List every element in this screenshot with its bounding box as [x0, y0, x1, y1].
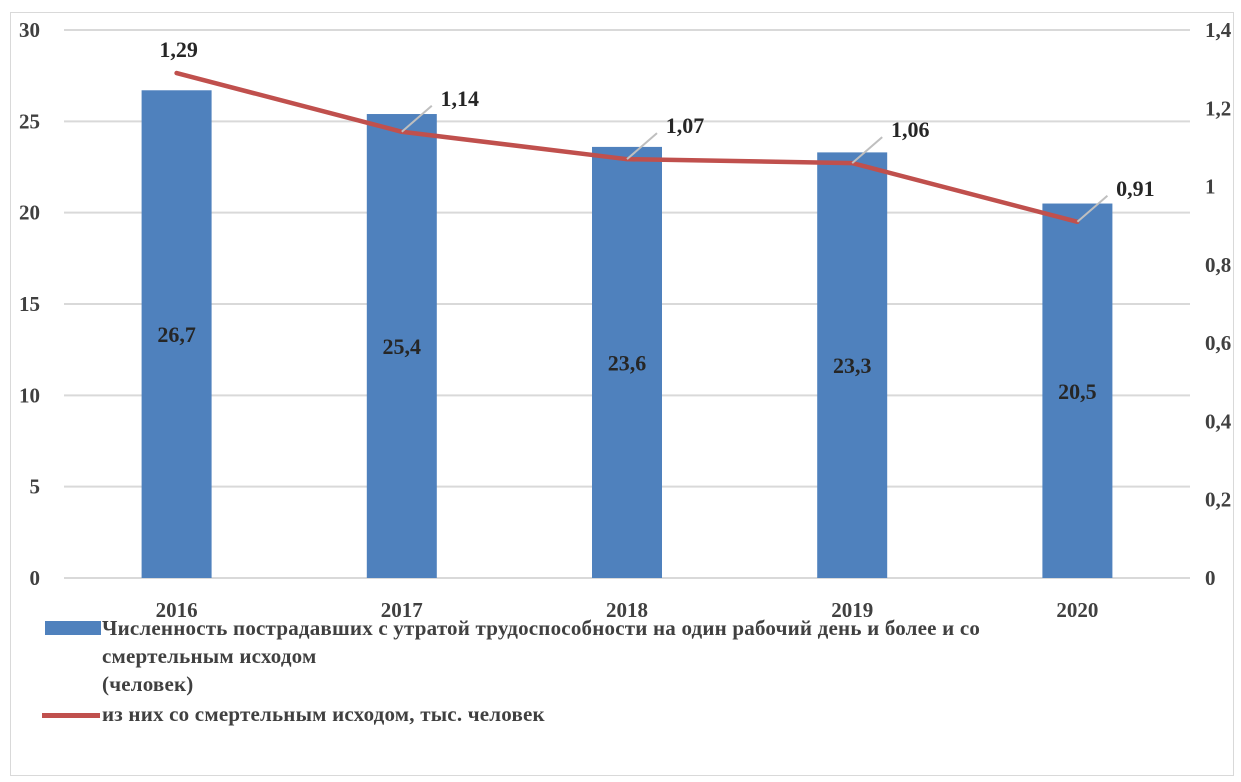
- bar-data-label: 23,3: [833, 353, 872, 378]
- bar: [366, 114, 437, 578]
- legend-bar-label: Численность пострадавших с утратой трудо…: [102, 614, 1222, 698]
- bar-data-label: 26,7: [157, 322, 196, 347]
- data-label-leader: [1076, 195, 1109, 223]
- legend-bar-label-line3: (человек): [102, 672, 194, 696]
- y-left-tick-label: 5: [30, 475, 41, 499]
- bar: [817, 152, 888, 579]
- y-right-tick-label: 0,8: [1205, 253, 1231, 277]
- y-left-tick-label: 15: [19, 292, 40, 316]
- data-label-leader: [851, 136, 883, 164]
- legend-line-swatch: [42, 713, 100, 718]
- x-tick-label: 2020: [1056, 598, 1098, 622]
- legend-bar-label-line2: смертельным исходом: [102, 644, 317, 668]
- bar-data-label: 20,5: [1058, 379, 1097, 404]
- y-right-tick-label: 0: [1205, 566, 1216, 590]
- y-right-tick-label: 0,6: [1205, 331, 1231, 355]
- y-left-tick-label: 0: [30, 566, 41, 590]
- line-point: [174, 71, 179, 76]
- x-tick-label: 2017: [381, 598, 423, 622]
- y-left-tick-label: 20: [19, 201, 40, 225]
- line-data-label: 0,91: [1116, 176, 1155, 201]
- y-right-tick-label: 1,2: [1205, 96, 1231, 120]
- line-data-label: 1,14: [441, 86, 480, 111]
- legend-line-label: из них со смертельным исходом, тыс. чело…: [102, 702, 545, 726]
- y-right-tick-label: 0,4: [1205, 409, 1232, 433]
- x-tick-label: 2019: [831, 598, 873, 622]
- data-label-leader: [626, 132, 658, 160]
- bar: [592, 146, 662, 578]
- data-label-leader: [401, 105, 433, 133]
- bar-data-label: 23,6: [608, 350, 647, 375]
- x-tick-label: 2016: [156, 598, 198, 622]
- bar: [141, 90, 212, 578]
- bar: [1042, 203, 1113, 579]
- y-left-tick-label: 30: [19, 18, 40, 42]
- line-data-label: 1,29: [159, 37, 198, 62]
- bar-data-label: 25,4: [383, 334, 422, 359]
- x-tick-label: 2018: [606, 598, 648, 622]
- y-right-tick-label: 1: [1205, 175, 1216, 199]
- y-left-tick-label: 25: [19, 109, 40, 133]
- y-right-tick-label: 1,4: [1205, 18, 1232, 42]
- legend-bar-swatch: [45, 621, 101, 635]
- line-data-label: 1,07: [666, 113, 705, 138]
- legend-bar-label-line1: Численность пострадавших с утратой трудо…: [102, 616, 981, 640]
- y-right-tick-label: 0,2: [1205, 488, 1231, 512]
- line-data-label: 1,06: [891, 117, 930, 142]
- y-left-tick-label: 10: [19, 383, 40, 407]
